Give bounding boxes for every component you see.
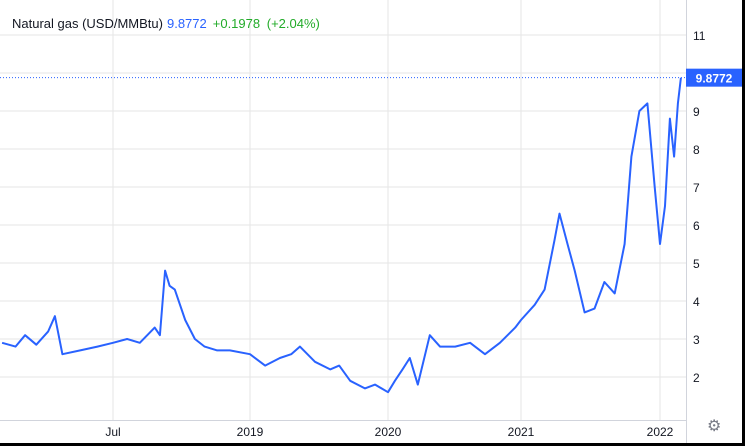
- x-tick-label: 2019: [237, 425, 264, 439]
- x-tick-label: 2022: [647, 425, 674, 439]
- chart-legend: Natural gas (USD/MMBtu) 9.8772 +0.1978 (+2…: [12, 16, 320, 31]
- y-tick-label: 7: [693, 181, 700, 195]
- y-tick-label: 2: [693, 371, 700, 385]
- y-tick-label: 3: [693, 333, 700, 347]
- symbol-name: Natural gas (USD/MMBtu): [12, 16, 163, 31]
- last-price-badge: [686, 68, 742, 87]
- last-price-badge-label: 9.8772: [696, 72, 733, 86]
- y-tick-label: 11: [693, 29, 706, 43]
- x-tick-label: 2020: [375, 425, 402, 439]
- y-tick-label: 4: [693, 295, 700, 309]
- x-tick-label: Jul: [105, 425, 120, 439]
- last-price: 9.8772: [166, 16, 207, 31]
- y-tick-label: 5: [693, 257, 700, 271]
- x-tick-label: 2021: [508, 425, 535, 439]
- y-tick-label: 8: [693, 143, 700, 157]
- price-series-line: [1, 77, 682, 394]
- y-tick-label: 9: [693, 105, 700, 119]
- price-change-percent: (+2.04%): [266, 16, 320, 31]
- y-tick-label: 6: [693, 219, 700, 233]
- gear-icon[interactable]: ⚙: [707, 418, 722, 435]
- price-change: +0.1978: [212, 16, 261, 31]
